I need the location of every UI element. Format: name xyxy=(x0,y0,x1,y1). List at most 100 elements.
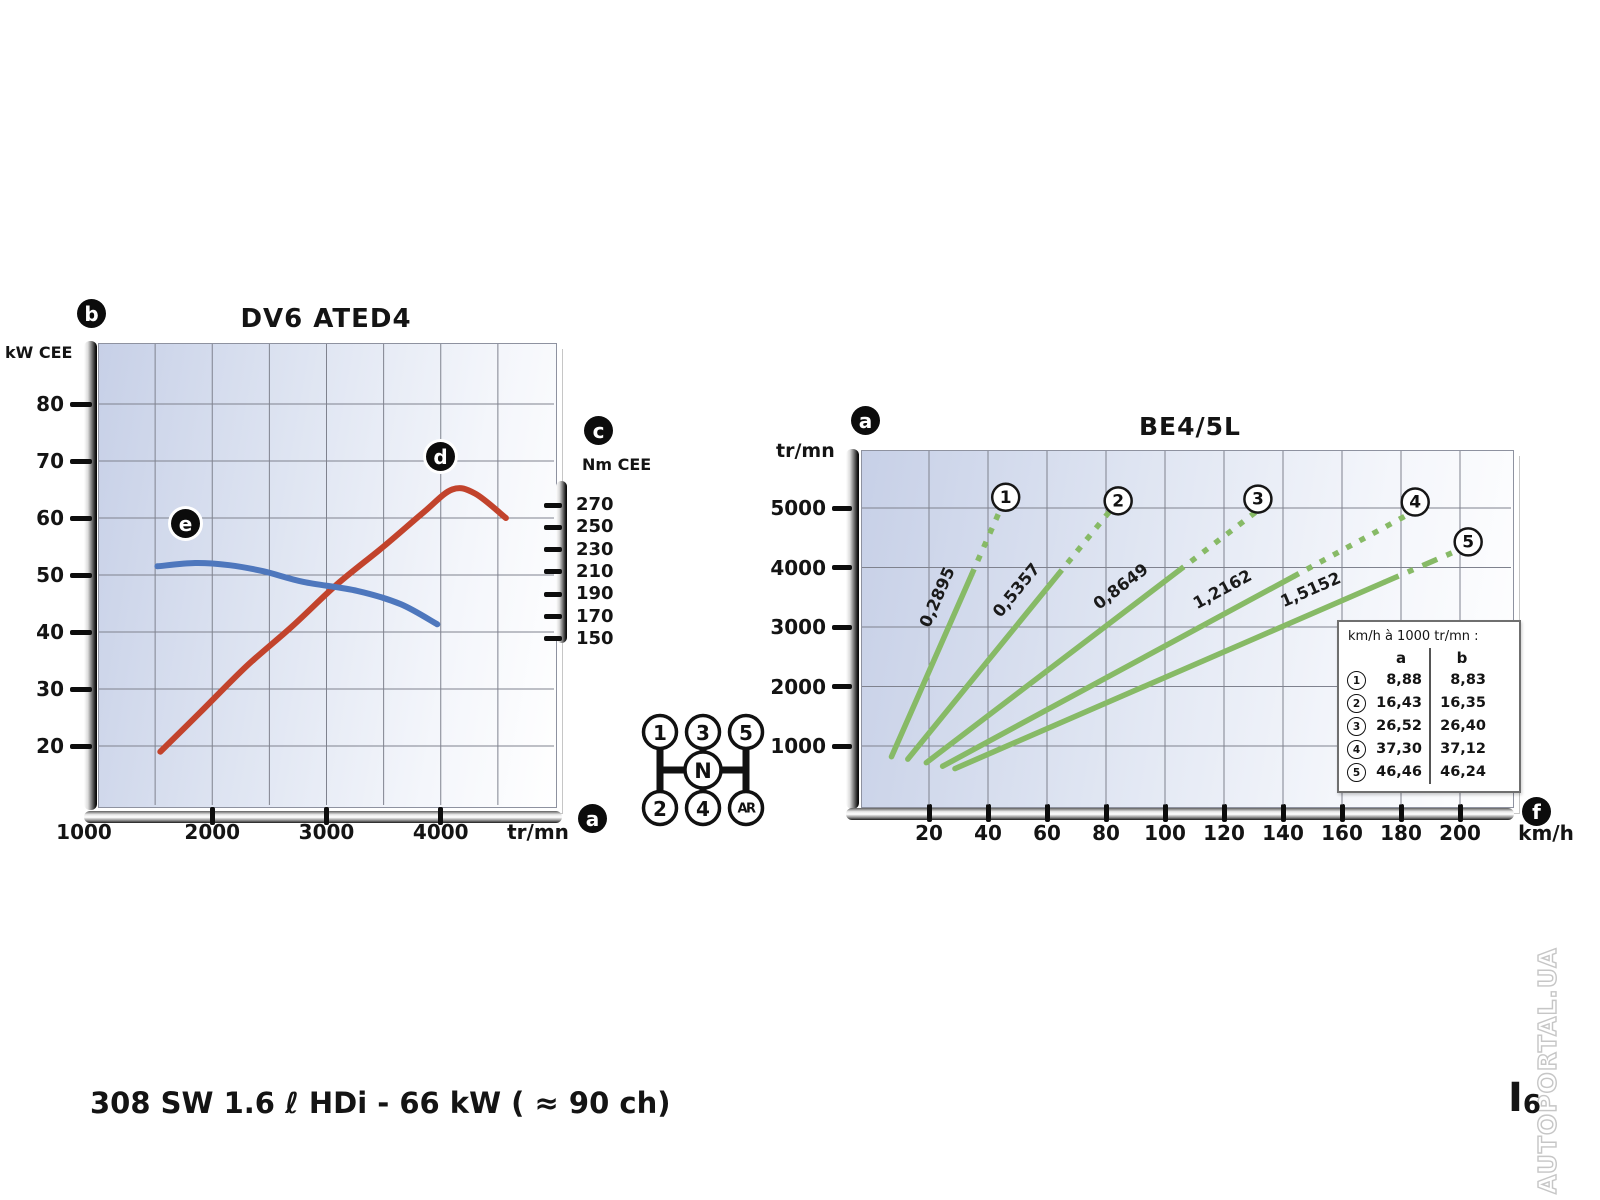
table-gear-number: 1 xyxy=(1347,671,1366,690)
power-axis-tick-label: 70 xyxy=(36,449,64,473)
rpm-axis-tick-label: 2000 xyxy=(184,820,241,844)
speed-axis-tick-label: 120 xyxy=(1203,821,1245,845)
power-axis-tick xyxy=(70,515,92,521)
table-value-a: 8,88 xyxy=(1386,672,1422,688)
power-axis-label: kW CEE xyxy=(5,343,73,362)
gearbox-rpm-tick-label: 2000 xyxy=(770,674,826,699)
torque-axis-tick xyxy=(544,569,562,575)
table-row-gear-cell: 2 xyxy=(1347,692,1373,715)
torque-axis-tick-label: 170 xyxy=(576,605,614,627)
table-value-a: 16,43 xyxy=(1376,695,1422,711)
table-col-b-header: b xyxy=(1429,648,1493,669)
marker-a-right: a xyxy=(851,406,880,435)
speed-axis-tick-label: 60 xyxy=(1033,821,1061,845)
watermark-text: AUTOPORTAL.UA xyxy=(1532,947,1562,1195)
speed-axis-tick-label: 100 xyxy=(1144,821,1186,845)
gearbox-rpm-tick-label: 3000 xyxy=(770,615,826,639)
power-axis-tick xyxy=(70,572,92,578)
page-number-digit: 6 xyxy=(1522,1090,1541,1120)
speed-axis-tick xyxy=(1044,804,1050,822)
table-row-gear-cell: 1 xyxy=(1347,669,1373,692)
table-row-gear-cell: 5 xyxy=(1347,761,1373,784)
speed-axis-tick xyxy=(985,804,991,822)
page-caption: 308 SW 1.6 ℓ HDi - 66 kW ( ≈ 90 ch) xyxy=(90,1086,671,1120)
shift-position-4 xyxy=(684,789,722,827)
torque-axis-tick-label: 230 xyxy=(576,538,614,560)
table-row-gear-cell: 3 xyxy=(1347,715,1373,738)
torque-axis-tick xyxy=(544,591,562,597)
power-axis-tick-label: 50 xyxy=(36,563,64,587)
table-gear-number: 3 xyxy=(1347,717,1366,736)
shift-position-3-label: 3 xyxy=(696,721,710,745)
shift-position-5-label: 5 xyxy=(739,721,753,745)
table-value-a: 26,52 xyxy=(1376,718,1422,734)
table-value-b: 46,24 xyxy=(1429,761,1493,784)
speed-ratio-table-grid: a b 1 8,88 8,83 2 16,43 16,35 3 26,52 26,40 4 37,30 3… xyxy=(1347,648,1513,784)
power-axis-tick-label: 30 xyxy=(36,677,64,701)
torque-axis-tick-label: 250 xyxy=(576,516,614,538)
table-row-gear-cell: 4 xyxy=(1347,738,1373,761)
gearbox-rpm-tick-label: 5000 xyxy=(770,496,826,520)
speed-axis-tick-label: 80 xyxy=(1092,821,1120,845)
table-value-b: 37,12 xyxy=(1429,738,1493,761)
shift-position-2-label: 2 xyxy=(653,797,667,821)
rpm-axis-tick xyxy=(324,807,329,825)
shift-position-1-label: 1 xyxy=(653,721,667,745)
power-axis-tick xyxy=(70,458,92,464)
speed-axis-tick xyxy=(1398,804,1404,822)
table-value-b: 8,83 xyxy=(1429,669,1493,692)
speed-axis-tick xyxy=(1339,804,1345,822)
speed-axis-tick-label: 160 xyxy=(1321,821,1363,845)
table-corner-cell xyxy=(1347,648,1373,669)
speed-ratio-table: km/h à 1000 tr/mn : a b 1 8,88 8,83 2 16,43 16,… xyxy=(1337,620,1521,793)
speed-axis-unit-label: km/h xyxy=(1518,821,1574,845)
marker-a-left: a xyxy=(578,804,607,833)
shift-position-3 xyxy=(684,713,722,751)
speed-axis-tick xyxy=(1280,804,1286,822)
power-axis-tick xyxy=(70,686,92,692)
speed-axis-tick xyxy=(1221,804,1227,822)
speed-axis-tick xyxy=(1457,804,1463,822)
marker-b: b xyxy=(77,299,106,328)
table-gear-number: 2 xyxy=(1347,694,1366,713)
gearbox-rpm-tick xyxy=(832,743,852,749)
rpm-axis-tick xyxy=(209,807,215,825)
marker-d-power-curve: d xyxy=(426,442,455,471)
power-axis-tick xyxy=(70,401,92,407)
power-axis-tick-label: 40 xyxy=(36,620,64,644)
shift-position-4-label: 4 xyxy=(696,797,710,821)
power-axis-tick-label: 60 xyxy=(36,506,64,530)
shift-position-AR-label: AR xyxy=(737,802,756,817)
torque-axis-tick xyxy=(544,524,562,530)
rpm-axis-unit-label: tr/mn xyxy=(507,820,569,844)
marker-c: c xyxy=(584,416,613,445)
torque-axis-label: Nm CEE xyxy=(582,455,652,474)
torque-axis-tick xyxy=(544,547,562,553)
rpm-axis-tick-label: 1000 xyxy=(56,820,112,844)
gearbox-rpm-tick xyxy=(832,684,852,689)
gearbox-chart-title: BE4/5L xyxy=(1139,412,1241,441)
shift-position-N xyxy=(683,750,723,790)
page-number: I6 xyxy=(1508,1078,1541,1125)
marker-f: f xyxy=(1522,797,1551,826)
speed-ratio-table-header: km/h à 1000 tr/mn : xyxy=(1348,629,1479,644)
speed-axis-tick xyxy=(1162,804,1168,822)
table-col-a-header: a xyxy=(1395,649,1407,667)
power-axis-tick xyxy=(70,743,92,749)
shift-position-1 xyxy=(641,713,679,751)
table-gear-number: 4 xyxy=(1347,740,1366,759)
gearbox-rpm-axis-label: tr/mn xyxy=(776,440,835,462)
torque-axis-tick-label: 190 xyxy=(576,583,614,605)
gearbox-rpm-tick-label: 4000 xyxy=(770,555,826,580)
torque-axis-tick xyxy=(544,502,562,508)
gearbox-rpm-tick xyxy=(832,565,852,570)
gearbox-rpm-tick xyxy=(832,624,852,630)
torque-axis-tick-label: 150 xyxy=(576,627,614,649)
speed-axis-tick xyxy=(926,804,932,822)
torque-axis-tick-label: 210 xyxy=(576,560,614,582)
shift-position-N-label: N xyxy=(694,759,712,783)
power-axis-tick-label: 80 xyxy=(36,392,64,416)
rpm-axis-tick-label: 4000 xyxy=(412,820,469,844)
speed-axis-tick-label: 180 xyxy=(1380,821,1422,845)
